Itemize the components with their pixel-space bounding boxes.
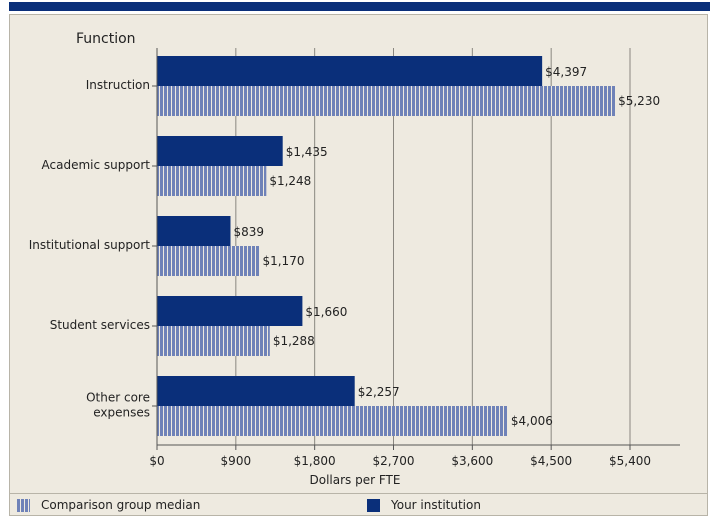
data-label: $2,257 [358,385,400,399]
yours-swatch [367,498,380,512]
bar-comparison-median [157,246,260,276]
legend-item-yours: Your institution [367,498,481,512]
bars [157,56,616,436]
axis-title: Function [76,31,136,47]
data-label: $1,170 [262,254,304,268]
x-tick-label: $0 [149,454,164,468]
bar-comparison-median [157,326,270,356]
data-label: $1,660 [305,305,347,319]
data-label: $4,006 [511,414,553,428]
category-label: expenses [93,406,150,420]
category-label: Academic support [42,158,151,172]
category-label: Instruction [86,78,150,92]
category-label: Institutional support [29,238,151,252]
x-axis-title: Dollars per FTE [310,473,401,487]
header-bar [9,2,710,11]
data-label: $1,288 [273,334,315,348]
data-label: $1,435 [286,145,328,159]
legend: Comparison group median Your institution [10,493,708,516]
legend-item-median: Comparison group median [17,498,200,512]
data-label: $1,248 [269,174,311,188]
bar-your-institution [157,376,355,406]
category-label: Student services [50,318,150,332]
x-tick-label: $1,800 [294,454,336,468]
x-tick-label: $4,500 [530,454,572,468]
bar-your-institution [157,56,543,86]
x-tick-label: $2,700 [373,454,415,468]
legend-label-yours: Your institution [391,498,481,512]
labels: $4,397 $5,230 Instruction $1,435 $1,248 Acade… [29,65,660,468]
bar-comparison-median [157,86,616,116]
data-label: $5,230 [618,94,660,108]
data-label: $4,397 [545,65,587,79]
bar-your-institution [157,296,303,326]
axes [152,48,680,450]
category-label: Other core [86,391,150,405]
legend-label-median: Comparison group median [41,498,201,512]
x-tick-label: $900 [221,454,252,468]
x-tick-label: $5,400 [609,454,651,468]
bar-your-institution [157,136,283,166]
bar-your-institution [157,216,231,246]
bar-comparison-median [157,166,267,196]
bar-comparison-median [157,406,508,436]
data-label: $839 [233,225,264,239]
median-swatch [17,498,30,512]
x-tick-label: $3,600 [451,454,493,468]
